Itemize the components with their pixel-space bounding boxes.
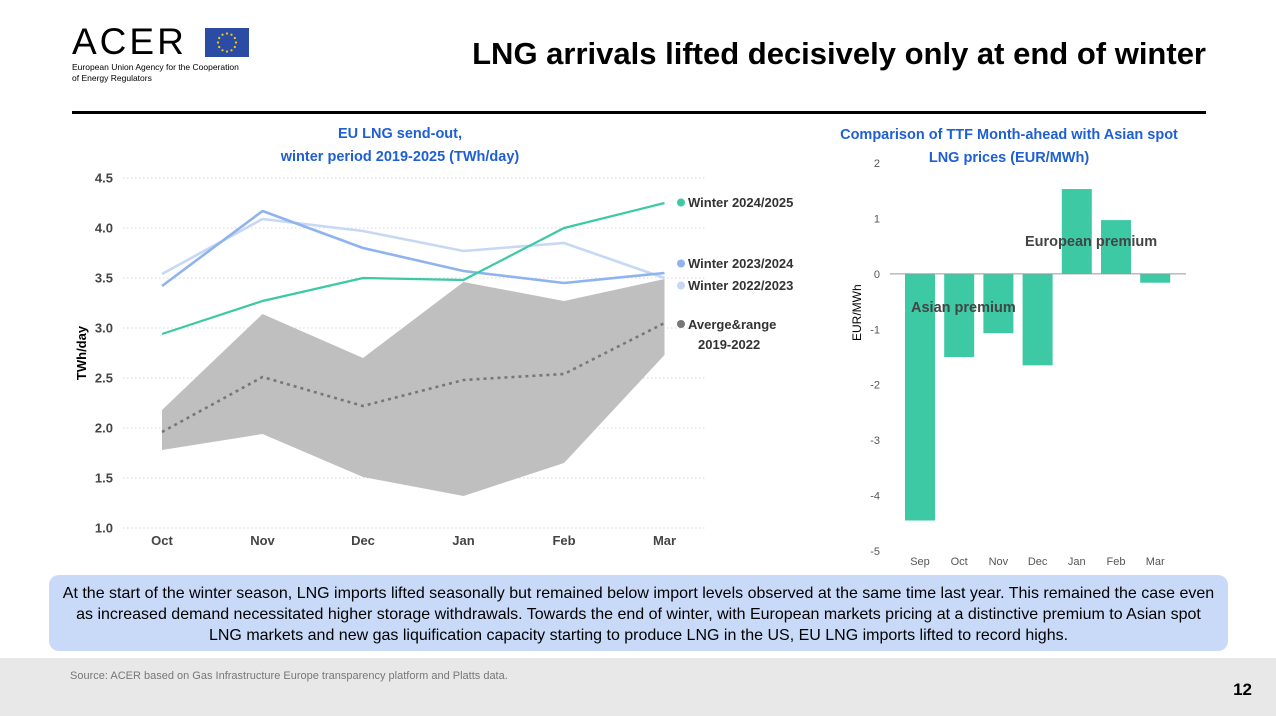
bar-jan bbox=[1061, 189, 1092, 274]
x-tick-label: Nov bbox=[989, 556, 1009, 568]
y-tick-label: 1.0 bbox=[95, 521, 113, 536]
legend-winter-2023-2024-marker bbox=[677, 259, 685, 268]
x-tick-label: Mar bbox=[1146, 556, 1165, 568]
ttf-vs-asian-bar-chart: 2 1 0 -1 -2 -3 -4 -5 EUR/MWh Sep Oct Nov Dec Jan Feb Ma… bbox=[850, 158, 1186, 568]
legend-winter-2024-2025-label: Winter 2024/2025 bbox=[688, 195, 793, 210]
y-tick-label: -3 bbox=[870, 435, 880, 447]
bar-chart-title-line1: Comparison of TTF Month-ahead with Asian… bbox=[840, 127, 1178, 143]
x-tick-label: Nov bbox=[250, 533, 275, 548]
y-tick-label: 3.5 bbox=[95, 271, 113, 286]
y-axis-label: TWh/day bbox=[74, 325, 89, 380]
y-tick-label: 4.0 bbox=[95, 221, 113, 236]
bar-dec bbox=[1022, 273, 1053, 366]
lng-sendout-line-chart: 1.0 1.5 2.0 2.5 3.0 3.5 4.0 4.5 Oct Nov Dec Jan Feb M… bbox=[74, 171, 794, 549]
bar-mar bbox=[1140, 273, 1171, 283]
x-tick-label: Dec bbox=[1028, 556, 1048, 568]
legend-winter-2022-2023-label: Winter 2022/2023 bbox=[688, 278, 793, 293]
logo-subtitle-line1: European Union Agency for the Cooperatio… bbox=[72, 62, 239, 72]
european-premium-annotation: European premium bbox=[1025, 234, 1157, 250]
x-tick-label: Oct bbox=[151, 533, 173, 548]
y-tick-label: 3.0 bbox=[95, 321, 113, 336]
asian-premium-annotation: Asian premium bbox=[911, 300, 1016, 316]
bar-nov bbox=[983, 273, 1014, 334]
bar-oct bbox=[944, 273, 975, 357]
x-tick-label: Jan bbox=[452, 533, 474, 548]
bar-sep bbox=[905, 273, 935, 521]
source-note: Source: ACER based on Gas Infrastructure… bbox=[70, 670, 508, 682]
bar-chart-title: Comparison of TTF Month-ahead with Asian… bbox=[815, 124, 1203, 170]
y-tick-label: 1 bbox=[874, 213, 880, 225]
bar-chart-title-line2: LNG prices (EUR/MWh) bbox=[928, 150, 1090, 166]
line-chart-title-line2: winter period 2019-2025 (TWh/day) bbox=[280, 149, 520, 165]
line-chart-title: EU LNG send-out, winter period 2019-2025… bbox=[240, 123, 560, 169]
y-tick-label: 2.0 bbox=[95, 421, 113, 436]
legend-average-label-line2: 2019-2022 bbox=[698, 337, 760, 352]
summary-box: At the start of the winter season, LNG i… bbox=[49, 575, 1228, 651]
y-tick-label: 1.5 bbox=[95, 471, 113, 486]
x-tick-label: Feb bbox=[552, 533, 575, 548]
footer-bar bbox=[0, 658, 1276, 716]
logo-subtitle: European Union Agency for the Cooperatio… bbox=[72, 62, 272, 84]
x-tick-label: Dec bbox=[351, 533, 375, 548]
summary-text: At the start of the winter season, LNG i… bbox=[62, 585, 1215, 644]
page-number: 12 bbox=[1233, 680, 1252, 699]
x-tick-label: Jan bbox=[1068, 556, 1086, 568]
winter-2024-2025-line bbox=[161, 201, 665, 336]
y-tick-label: 2.5 bbox=[95, 371, 113, 386]
legend-winter-2022-2023-marker bbox=[677, 281, 685, 290]
logo-wordmark: ACER bbox=[72, 21, 187, 62]
legend-winter-2023-2024-label: Winter 2023/2024 bbox=[688, 256, 794, 271]
slide-title: LNG arrivals lifted decisively only at e… bbox=[472, 36, 1206, 71]
eu-flag-icon bbox=[205, 28, 249, 57]
x-tick-label: Sep bbox=[910, 556, 930, 568]
bar-feb bbox=[1101, 220, 1131, 274]
range-band-2019-2022 bbox=[162, 279, 665, 496]
legend-winter-2024-2025-marker bbox=[677, 198, 685, 207]
y-tick-label: 0 bbox=[874, 269, 880, 281]
y-tick-label: -1 bbox=[870, 324, 880, 336]
x-tick-label: Feb bbox=[1107, 556, 1126, 568]
winter-2023-2024-line bbox=[161, 209, 665, 288]
average-2019-2022-line bbox=[161, 321, 666, 434]
y-tick-label: 2 bbox=[874, 158, 880, 170]
x-tick-label: Mar bbox=[653, 533, 676, 548]
y-tick-label: 4.5 bbox=[95, 171, 113, 186]
y-tick-label: -4 bbox=[870, 491, 880, 503]
winter-2022-2023-line bbox=[161, 217, 665, 280]
y-tick-label: -2 bbox=[870, 380, 880, 392]
line-chart-title-line1: EU LNG send-out, bbox=[337, 126, 463, 142]
title-divider bbox=[72, 111, 1206, 114]
y-tick-label: -5 bbox=[870, 546, 880, 558]
legend-average-label-line1: Averge&range bbox=[688, 317, 776, 332]
y-axis-label: EUR/MWh bbox=[850, 284, 864, 341]
x-tick-label: Oct bbox=[951, 556, 968, 568]
logo-subtitle-line2: of Energy Regulators bbox=[72, 73, 152, 83]
legend-average-marker bbox=[677, 320, 685, 328]
